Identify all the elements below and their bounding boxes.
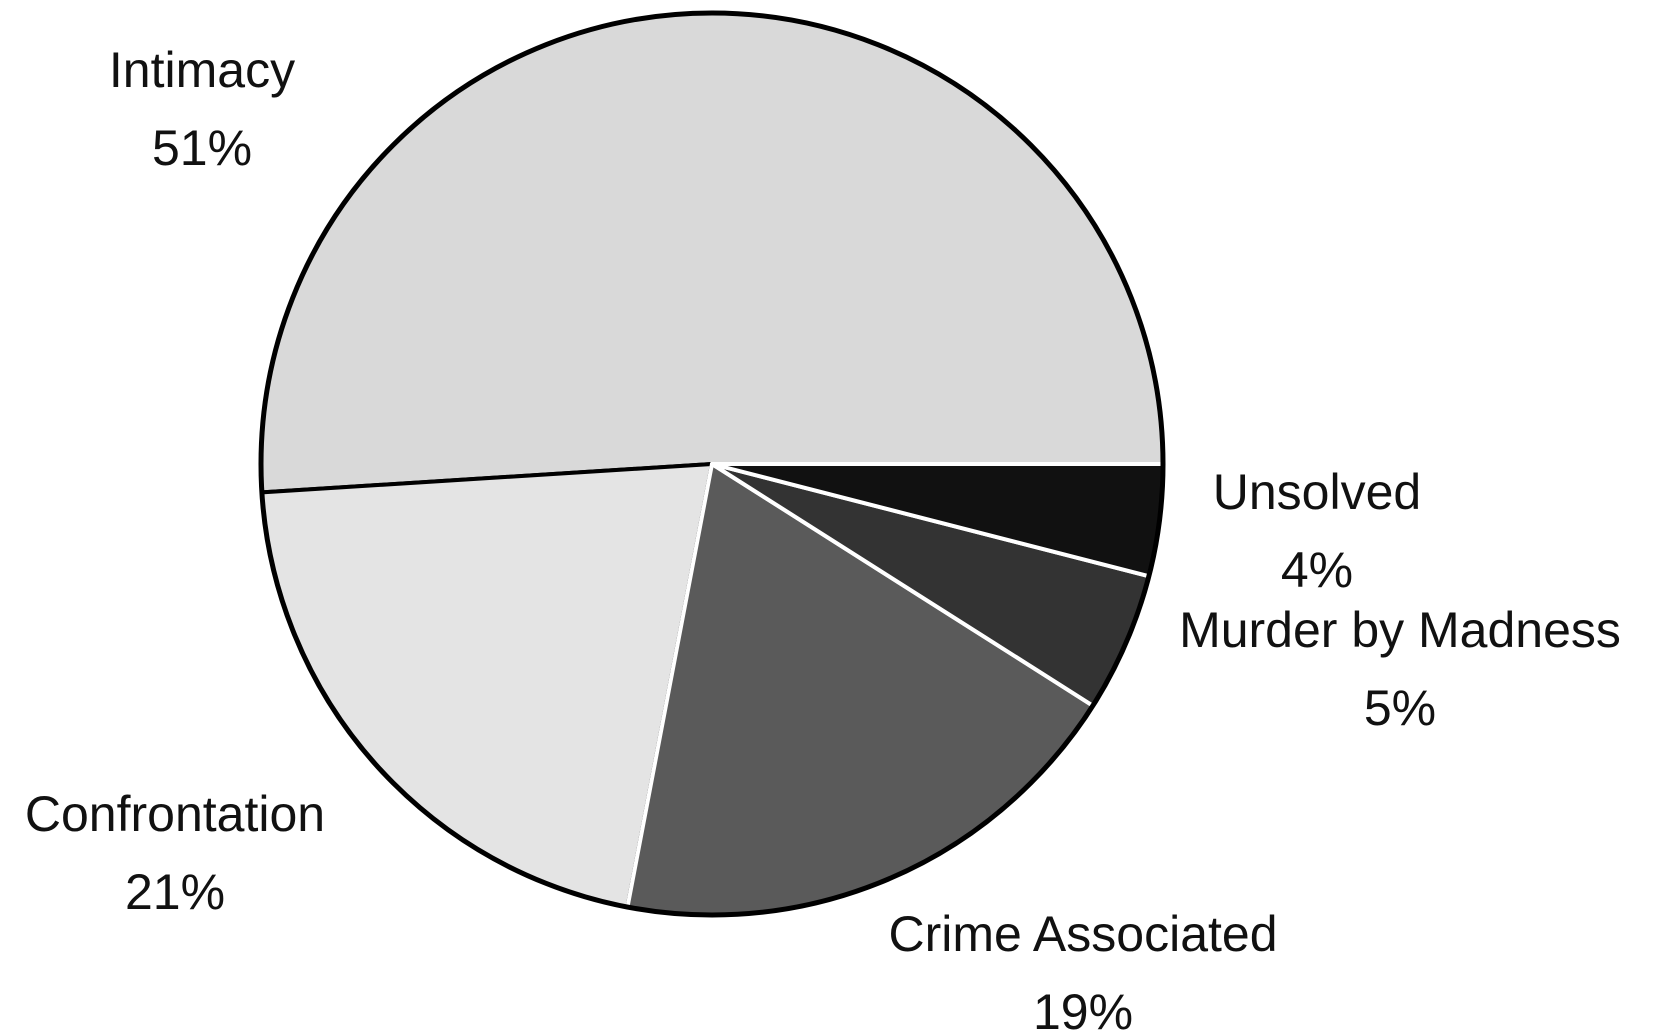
slice-label: Intimacy — [109, 42, 295, 98]
slice-value-label: 5% — [1364, 680, 1436, 736]
slice-value-label: 19% — [1033, 984, 1133, 1035]
slice-value-label: 4% — [1281, 542, 1353, 598]
pie-outline — [258, 10, 1166, 918]
slice-value-label: 21% — [125, 864, 225, 920]
pie-slice — [259, 11, 1165, 495]
slice-value-label: 51% — [152, 120, 252, 176]
slice-label: Confrontation — [25, 786, 325, 842]
slice-label: Unsolved — [1213, 464, 1421, 520]
slice-label: Crime Associated — [888, 906, 1277, 962]
slice-label: Murder by Madness — [1179, 602, 1621, 658]
